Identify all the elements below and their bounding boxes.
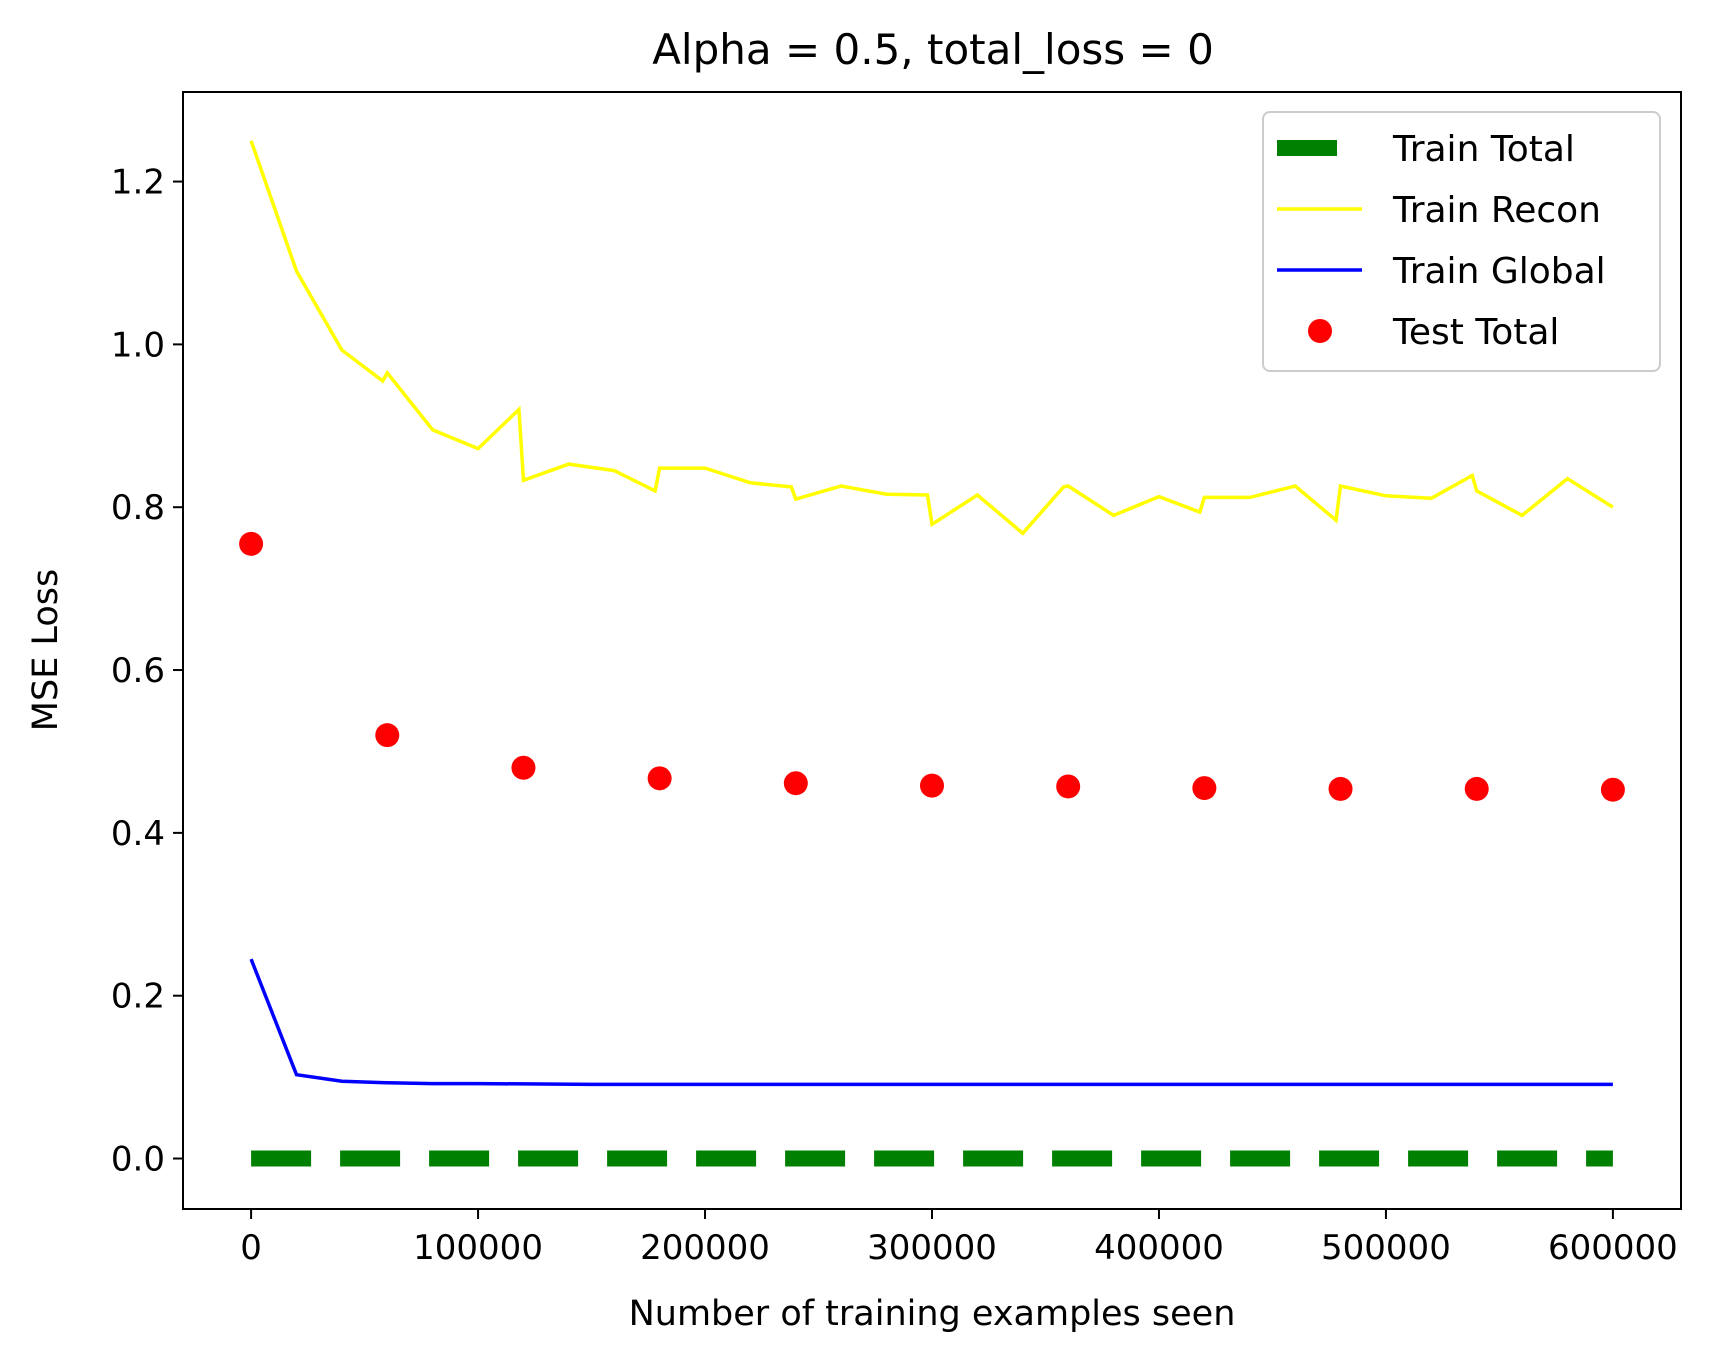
legend-item-test-total: Test Total [1308, 312, 1559, 353]
x-axis-label: Number of training examples seen [629, 1294, 1236, 1334]
data-point-test-total [783, 771, 808, 796]
data-point-test-total [1600, 777, 1625, 802]
data-point-test-total [375, 723, 400, 748]
y-axis-label: MSE Loss [26, 569, 66, 731]
legend-label: Test Total [1392, 312, 1559, 353]
y-tick-label: 1.0 [111, 325, 165, 365]
legend-label: Train Total [1392, 129, 1575, 170]
legend-label: Train Recon [1392, 190, 1601, 231]
y-tick-label: 0.4 [111, 814, 165, 854]
data-point-test-total [511, 755, 536, 780]
legend-box [1262, 111, 1661, 372]
data-point-test-total [239, 531, 264, 556]
series-test-total [239, 531, 1625, 802]
y-tick-label: 0.0 [111, 1140, 165, 1180]
y-tick-label: 1.2 [111, 163, 165, 203]
legend-item-train-global: Train Global [1277, 251, 1606, 292]
data-point-test-total [920, 773, 944, 798]
x-tick-label: 300000 [867, 1228, 997, 1268]
data-point-test-total [647, 766, 672, 791]
x-tick-label: 200000 [640, 1228, 770, 1268]
chart-title: Alpha = 0.5, total_loss = 0 [652, 25, 1214, 74]
x-tick-label: 100000 [413, 1228, 543, 1268]
data-point-test-total [1328, 776, 1353, 801]
x-tick-label: 500000 [1321, 1228, 1451, 1268]
y-axis: 0.0 0.2 0.4 0.6 0.8 1.0 1.2 [111, 163, 183, 1180]
legend-item-train-recon: Train Recon [1277, 190, 1601, 231]
y-tick-label: 0.2 [111, 977, 165, 1017]
data-point-test-total [1192, 776, 1217, 801]
data-point-test-total [1056, 774, 1081, 799]
series-line-train-global [249, 958, 1613, 1087]
y-tick-label: 0.8 [111, 488, 165, 528]
x-tick-label: 400000 [1094, 1228, 1224, 1268]
plot-area [239, 140, 1625, 1167]
legend-marker [1308, 319, 1332, 343]
legend-item-train-total: Train Total [1277, 129, 1575, 170]
x-tick-label: 0 [240, 1228, 262, 1268]
legend: Train Total Train Recon Train Global Test T… [1262, 111, 1661, 372]
data-point-test-total [1464, 776, 1489, 801]
x-tick-label: 600000 [1548, 1228, 1678, 1268]
series-line-train-recon [249, 140, 1614, 536]
y-tick-label: 0.6 [111, 651, 165, 691]
x-axis: 0 100000 200000 300000 400000 500000 600000 [240, 1209, 1678, 1268]
legend-label: Train Global [1392, 251, 1606, 292]
